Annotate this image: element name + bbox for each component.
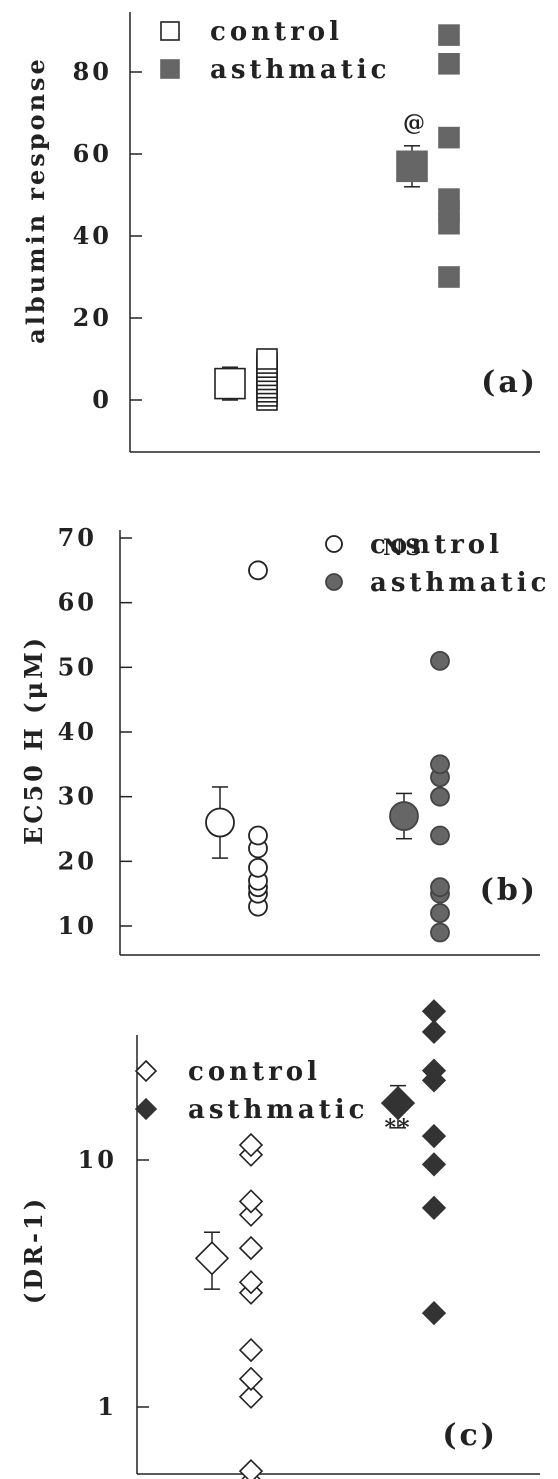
y-axis-label: EC50 H (μM) bbox=[19, 635, 48, 845]
y-tick-label: 60 bbox=[73, 139, 112, 168]
data-point-asthmatic bbox=[430, 825, 450, 846]
mean-marker-control bbox=[214, 367, 246, 400]
legend-label-control: control bbox=[188, 1057, 321, 1087]
data-point-asthmatic bbox=[430, 754, 450, 775]
mean-marker-asthmatic bbox=[380, 1085, 416, 1121]
data-point-asthmatic bbox=[430, 903, 450, 923]
data-point-control bbox=[238, 1132, 264, 1158]
data-point-asthmatic bbox=[421, 999, 447, 1024]
chart-panel-2: 10 20 30 40 50 60 70 EC50 H (μM) control asthmati… bbox=[19, 523, 550, 956]
chart-panel-3: 1 10 (DR-1) control asthmatic ** (c) bbox=[19, 999, 540, 1479]
data-point-asthmatic bbox=[430, 786, 450, 807]
panel-label: (a) bbox=[481, 365, 538, 400]
data-point-asthmatic bbox=[430, 877, 450, 898]
legend-marker-asthmatic bbox=[325, 573, 343, 591]
legend-marker-control bbox=[134, 1059, 158, 1083]
y-axis-label: albumin response bbox=[21, 56, 50, 344]
y-tick-label: 70 bbox=[58, 523, 97, 552]
y-tick-label: 1 bbox=[97, 1392, 117, 1421]
data-point-asthmatic bbox=[421, 1123, 447, 1149]
y-tick-label: 50 bbox=[58, 652, 97, 681]
data-point-control bbox=[238, 1366, 264, 1391]
data-point-asthmatic bbox=[430, 922, 450, 943]
y-tick-label: 60 bbox=[58, 588, 97, 617]
mean-marker-control bbox=[205, 807, 235, 838]
data-point-asthmatic bbox=[421, 1019, 447, 1045]
y-tick-label: 20 bbox=[58, 846, 97, 875]
data-point-control bbox=[256, 348, 278, 370]
mean-marker-asthmatic bbox=[396, 150, 428, 183]
data-point-asthmatic bbox=[438, 126, 460, 149]
y-tick-label: 40 bbox=[58, 717, 97, 746]
data-point-control bbox=[238, 1458, 264, 1479]
data-point-control bbox=[238, 1270, 264, 1295]
mean-marker-asthmatic bbox=[389, 801, 419, 831]
data-point-control bbox=[238, 1337, 264, 1363]
legend-label-control: control bbox=[210, 17, 343, 47]
panel-label: (b) bbox=[480, 873, 538, 908]
data-point-asthmatic bbox=[438, 24, 460, 46]
data-point-control bbox=[248, 560, 268, 581]
legend-marker-asthmatic bbox=[160, 59, 180, 79]
y-axis-label: (DR-1) bbox=[19, 1196, 48, 1304]
legend-label-asthmatic: asthmatic bbox=[188, 1095, 368, 1125]
data-point-asthmatic bbox=[421, 1300, 447, 1326]
data-point-asthmatic bbox=[421, 1195, 447, 1221]
data-point-asthmatic bbox=[421, 1152, 447, 1177]
legend-marker-control bbox=[160, 21, 180, 41]
legend-marker-control bbox=[325, 535, 343, 553]
data-point-asthmatic bbox=[438, 188, 460, 210]
significance-annotation: @ bbox=[403, 110, 427, 136]
y-tick-label: 80 bbox=[73, 57, 112, 86]
y-tick-label: 0 bbox=[92, 385, 112, 414]
data-point-control bbox=[248, 857, 268, 878]
mean-marker-control bbox=[194, 1241, 230, 1276]
data-point-control bbox=[238, 1202, 264, 1227]
legend-marker-asthmatic bbox=[134, 1097, 158, 1121]
y-tick-label: 30 bbox=[58, 782, 97, 811]
panel-label: (c) bbox=[442, 1418, 498, 1453]
legend-label-asthmatic: asthmatic bbox=[210, 55, 390, 85]
data-point-asthmatic bbox=[430, 650, 450, 671]
data-point-control bbox=[248, 825, 268, 846]
data-point-control bbox=[238, 1384, 264, 1409]
y-tick-label: 10 bbox=[58, 911, 97, 940]
data-point-asthmatic bbox=[421, 1058, 447, 1083]
legend-label-asthmatic: asthmatic bbox=[370, 568, 550, 598]
data-point-asthmatic bbox=[438, 52, 460, 75]
data-point-asthmatic bbox=[438, 266, 460, 288]
legend-label-control: control bbox=[370, 530, 503, 560]
chart-panel-1: 0 20 40 60 80 albumin response control asthmati… bbox=[21, 12, 540, 453]
y-tick-label: 20 bbox=[73, 303, 112, 332]
data-point-control bbox=[238, 1235, 264, 1261]
significance-annotation: ** bbox=[384, 1115, 411, 1141]
data-point-control bbox=[238, 1189, 264, 1214]
significance-annotation: NS bbox=[383, 535, 423, 561]
y-tick-label: 10 bbox=[78, 1145, 117, 1174]
y-tick-label: 40 bbox=[73, 221, 112, 250]
